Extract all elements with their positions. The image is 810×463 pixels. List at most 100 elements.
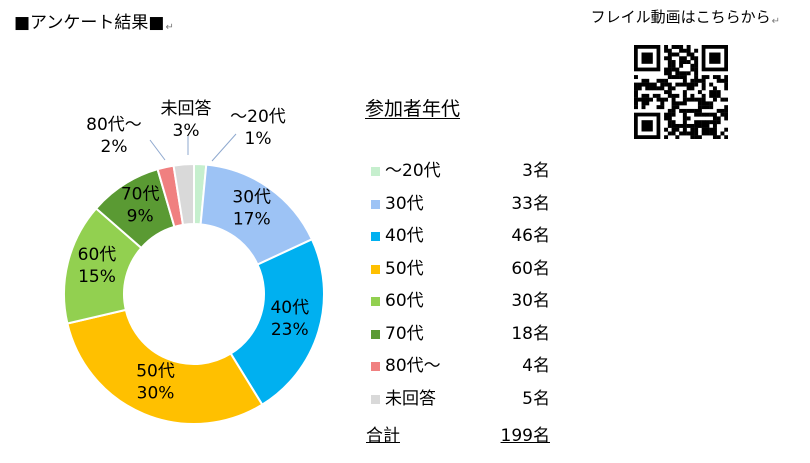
qr-module [656,86,661,91]
qr-code-graphic [634,45,729,140]
qr-module [716,120,721,125]
qr-module [705,123,710,128]
qr-module [675,75,680,80]
qr-module [694,131,699,136]
qr-module [720,97,725,102]
legend-count: 30名 [511,291,550,311]
qr-module [679,75,684,80]
qr-module [701,112,706,117]
donut-slice [229,237,325,407]
qr-module [637,97,642,102]
qr-module [667,93,672,98]
slice-category-label: 70代 [121,185,160,205]
qr-module [682,90,687,95]
qr-module [667,123,672,128]
qr-module [694,71,699,76]
qr-module [634,75,638,80]
qr-module [724,97,729,102]
qr-module [675,135,680,140]
qr-module [682,78,687,83]
qr-module [701,93,706,98]
qr-module [682,82,687,87]
qr-module [682,116,687,121]
qr-module [664,82,669,87]
legend-label: 40代 [385,226,424,246]
qr-module [671,60,676,64]
qr-module [724,108,729,113]
qr-module [664,56,669,61]
qr-module [690,97,695,102]
qr-module [667,108,672,113]
qr-module [694,135,699,140]
qr-module [709,93,714,98]
qr-module [675,123,680,128]
legend-count: 5名 [522,388,550,409]
qr-module [667,67,672,72]
qr-module [716,90,721,95]
qr-module [690,82,695,87]
qr-module [682,93,687,98]
qr-module [701,75,706,80]
qr-module [671,86,676,91]
qr-module [701,105,706,110]
qr-module [697,105,702,110]
slice-percent-label: 1% [245,129,272,149]
qr-module [705,127,710,132]
qr-module [667,75,672,80]
qr-module [701,120,706,125]
qr-module [720,78,725,83]
qr-module [709,90,714,95]
qr-module [716,116,721,121]
qr-module [671,120,676,125]
qr-module [705,112,710,117]
qr-module [694,63,699,68]
qr-module [682,56,687,61]
slice-percent-label: 3% [173,121,200,141]
qr-module [694,60,699,64]
qr-module [667,86,672,91]
qr-module [671,108,676,113]
slice-category-label: ～20代 [230,107,286,127]
legend-swatch [371,167,380,176]
qr-module [694,67,699,72]
legend-swatch [371,329,380,339]
slice-percent-label: 2% [101,137,128,157]
page-title: ■アンケート結果■ [14,13,165,33]
slice-percent-label: 9% [127,207,154,227]
qr-module [694,48,699,53]
qr-module [686,116,691,121]
qr-module [686,60,691,64]
qr-module [716,75,721,80]
qr-module [720,131,725,136]
qr-module [701,78,706,83]
qr-module [679,131,684,136]
qr-module [697,123,702,128]
qr-module [690,131,695,136]
qr-module [709,131,714,136]
qr-module [667,60,672,64]
qr-module [724,78,729,83]
qr-module [694,120,699,125]
qr-module [690,67,695,72]
qr-module [660,97,665,102]
qr-module [649,86,653,91]
legend-count: 46名 [511,226,550,246]
qr-caption-text: フレイル動画はこちらから [590,8,771,26]
qr-module [634,90,638,95]
legend-swatch [371,199,380,209]
qr-module [667,120,672,125]
qr-module [660,105,665,110]
qr-module [664,135,669,140]
qr-module [675,105,680,110]
qr-module [679,101,684,106]
qr-module [682,108,687,113]
qr-code-image[interactable] [634,45,729,140]
qr-module [690,78,695,83]
qr-module [686,82,691,87]
qr-module [682,112,687,117]
legend-label: 未回答 [385,388,436,409]
qr-module [671,75,676,80]
legend-label: 70代 [385,323,424,344]
qr-module [690,86,695,91]
